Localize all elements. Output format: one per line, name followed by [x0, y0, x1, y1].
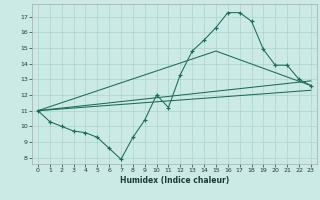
X-axis label: Humidex (Indice chaleur): Humidex (Indice chaleur) [120, 176, 229, 185]
